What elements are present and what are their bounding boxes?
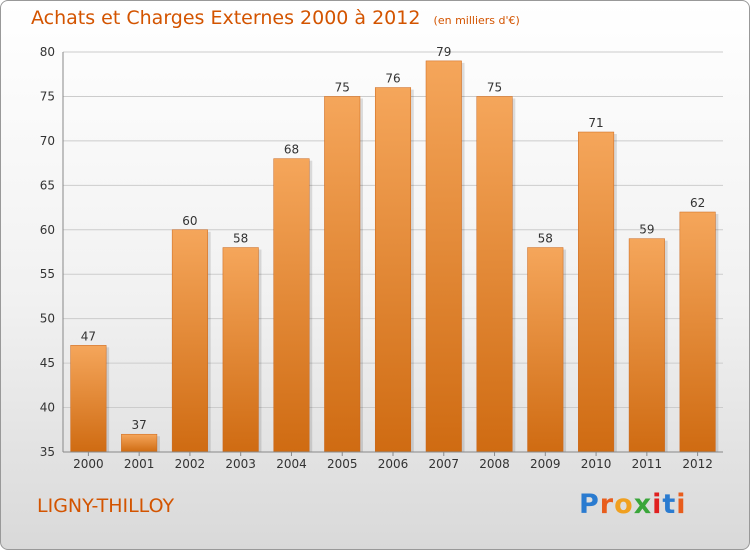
bar <box>121 433 158 453</box>
bar-value-label: 62 <box>690 196 705 210</box>
bar <box>476 96 513 453</box>
bar <box>70 345 107 453</box>
bar-value-label: 58 <box>538 232 553 246</box>
bar-value-label: 58 <box>233 232 248 246</box>
x-tick-label: 2004 <box>276 457 307 471</box>
x-tick-label: 2011 <box>632 457 663 471</box>
bar <box>578 131 615 453</box>
y-tick-label: 55 <box>40 267 55 281</box>
bar-value-label: 71 <box>588 116 603 130</box>
proxiti-logo: Proxiti <box>579 489 687 520</box>
commune-name: LIGNY-THILLOY <box>37 495 175 517</box>
x-tick-label: 2008 <box>479 457 510 471</box>
y-tick-label: 60 <box>40 223 55 237</box>
bar <box>527 247 564 453</box>
x-tick-label: 2003 <box>225 457 256 471</box>
y-tick-label: 50 <box>40 312 55 326</box>
bar <box>171 229 208 453</box>
bar-value-label: 75 <box>487 80 502 94</box>
y-tick-label: 65 <box>40 178 55 192</box>
y-tick-label: 35 <box>40 445 55 459</box>
y-tick-label: 75 <box>40 89 55 103</box>
x-tick-label: 2012 <box>682 457 713 471</box>
bar <box>628 238 665 453</box>
axis-layer: 35 40 45 50 55 60 65 70 75 80 2000 2001 2002 2003 2004… <box>40 45 723 471</box>
x-tick-label: 2007 <box>428 457 459 471</box>
bar-value-label: 60 <box>182 214 197 228</box>
chart-unit-label: (en milliers d'€) <box>433 14 520 27</box>
bar-value-label: 37 <box>132 418 147 432</box>
x-tick-label: 2010 <box>581 457 612 471</box>
bar-value-label: 79 <box>436 45 451 59</box>
x-tick-label: 2005 <box>327 457 358 471</box>
x-tick-label: 2009 <box>530 457 561 471</box>
bar-value-label: 75 <box>335 80 350 94</box>
bar-value-label: 76 <box>385 72 400 86</box>
bar <box>273 158 310 453</box>
y-tick-label: 80 <box>40 45 55 59</box>
bar <box>425 60 462 453</box>
x-tick-label: 2000 <box>73 457 104 471</box>
bar <box>374 87 412 453</box>
x-tick-label: 2006 <box>378 457 409 471</box>
logo-letter: P <box>579 489 600 520</box>
logo-letter: t <box>662 489 677 520</box>
logo-letter: o <box>614 489 634 520</box>
logo-letter: r <box>599 489 615 520</box>
chart-title: Achats et Charges Externes 2000 à 2012 (… <box>31 7 520 29</box>
bar <box>679 211 716 453</box>
logo-letter: i <box>676 489 687 520</box>
bar-value-label: 59 <box>639 223 654 237</box>
x-tick-label: 2002 <box>175 457 206 471</box>
bars-layer <box>70 60 719 453</box>
chart-title-text: Achats et Charges Externes 2000 à 2012 <box>31 7 421 29</box>
bar <box>222 247 259 453</box>
labels-layer: 47 37 60 58 68 75 76 79 75 58 71 59 62 <box>81 45 706 432</box>
y-tick-label: 70 <box>40 134 55 148</box>
bar-value-label: 47 <box>81 329 96 343</box>
x-tick-label: 2001 <box>124 457 155 471</box>
bar <box>324 96 361 453</box>
logo-letter: i <box>652 489 663 520</box>
y-tick-label: 40 <box>40 401 55 415</box>
y-tick-label: 45 <box>40 356 55 370</box>
logo-letter: x <box>633 489 653 520</box>
bar-value-label: 68 <box>284 143 299 157</box>
